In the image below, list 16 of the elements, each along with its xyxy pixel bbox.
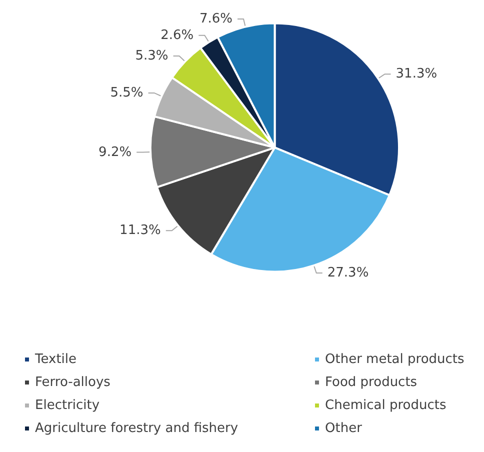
- legend-label: Chemical products: [325, 398, 446, 413]
- legend-label: Agriculture forestry and fishery: [35, 421, 238, 436]
- data-label: 5.5%: [110, 85, 144, 100]
- legend-label: Other metal products: [325, 352, 465, 367]
- legend-label: Textile: [34, 352, 77, 367]
- data-label: 9.2%: [98, 144, 132, 160]
- data-label: 7.6%: [199, 12, 233, 27]
- legend-label: Electricity: [35, 398, 100, 413]
- legend-label: Other: [325, 421, 363, 436]
- data-label: 31.3%: [396, 66, 438, 82]
- data-label: 27.3%: [327, 266, 369, 281]
- legend-label: Food products: [325, 375, 418, 390]
- legend-label: Ferro-alloys: [35, 375, 111, 390]
- data-label: 2.6%: [160, 28, 194, 43]
- data-label: 5.3%: [135, 48, 168, 64]
- data-label: 11.3%: [120, 223, 161, 238]
